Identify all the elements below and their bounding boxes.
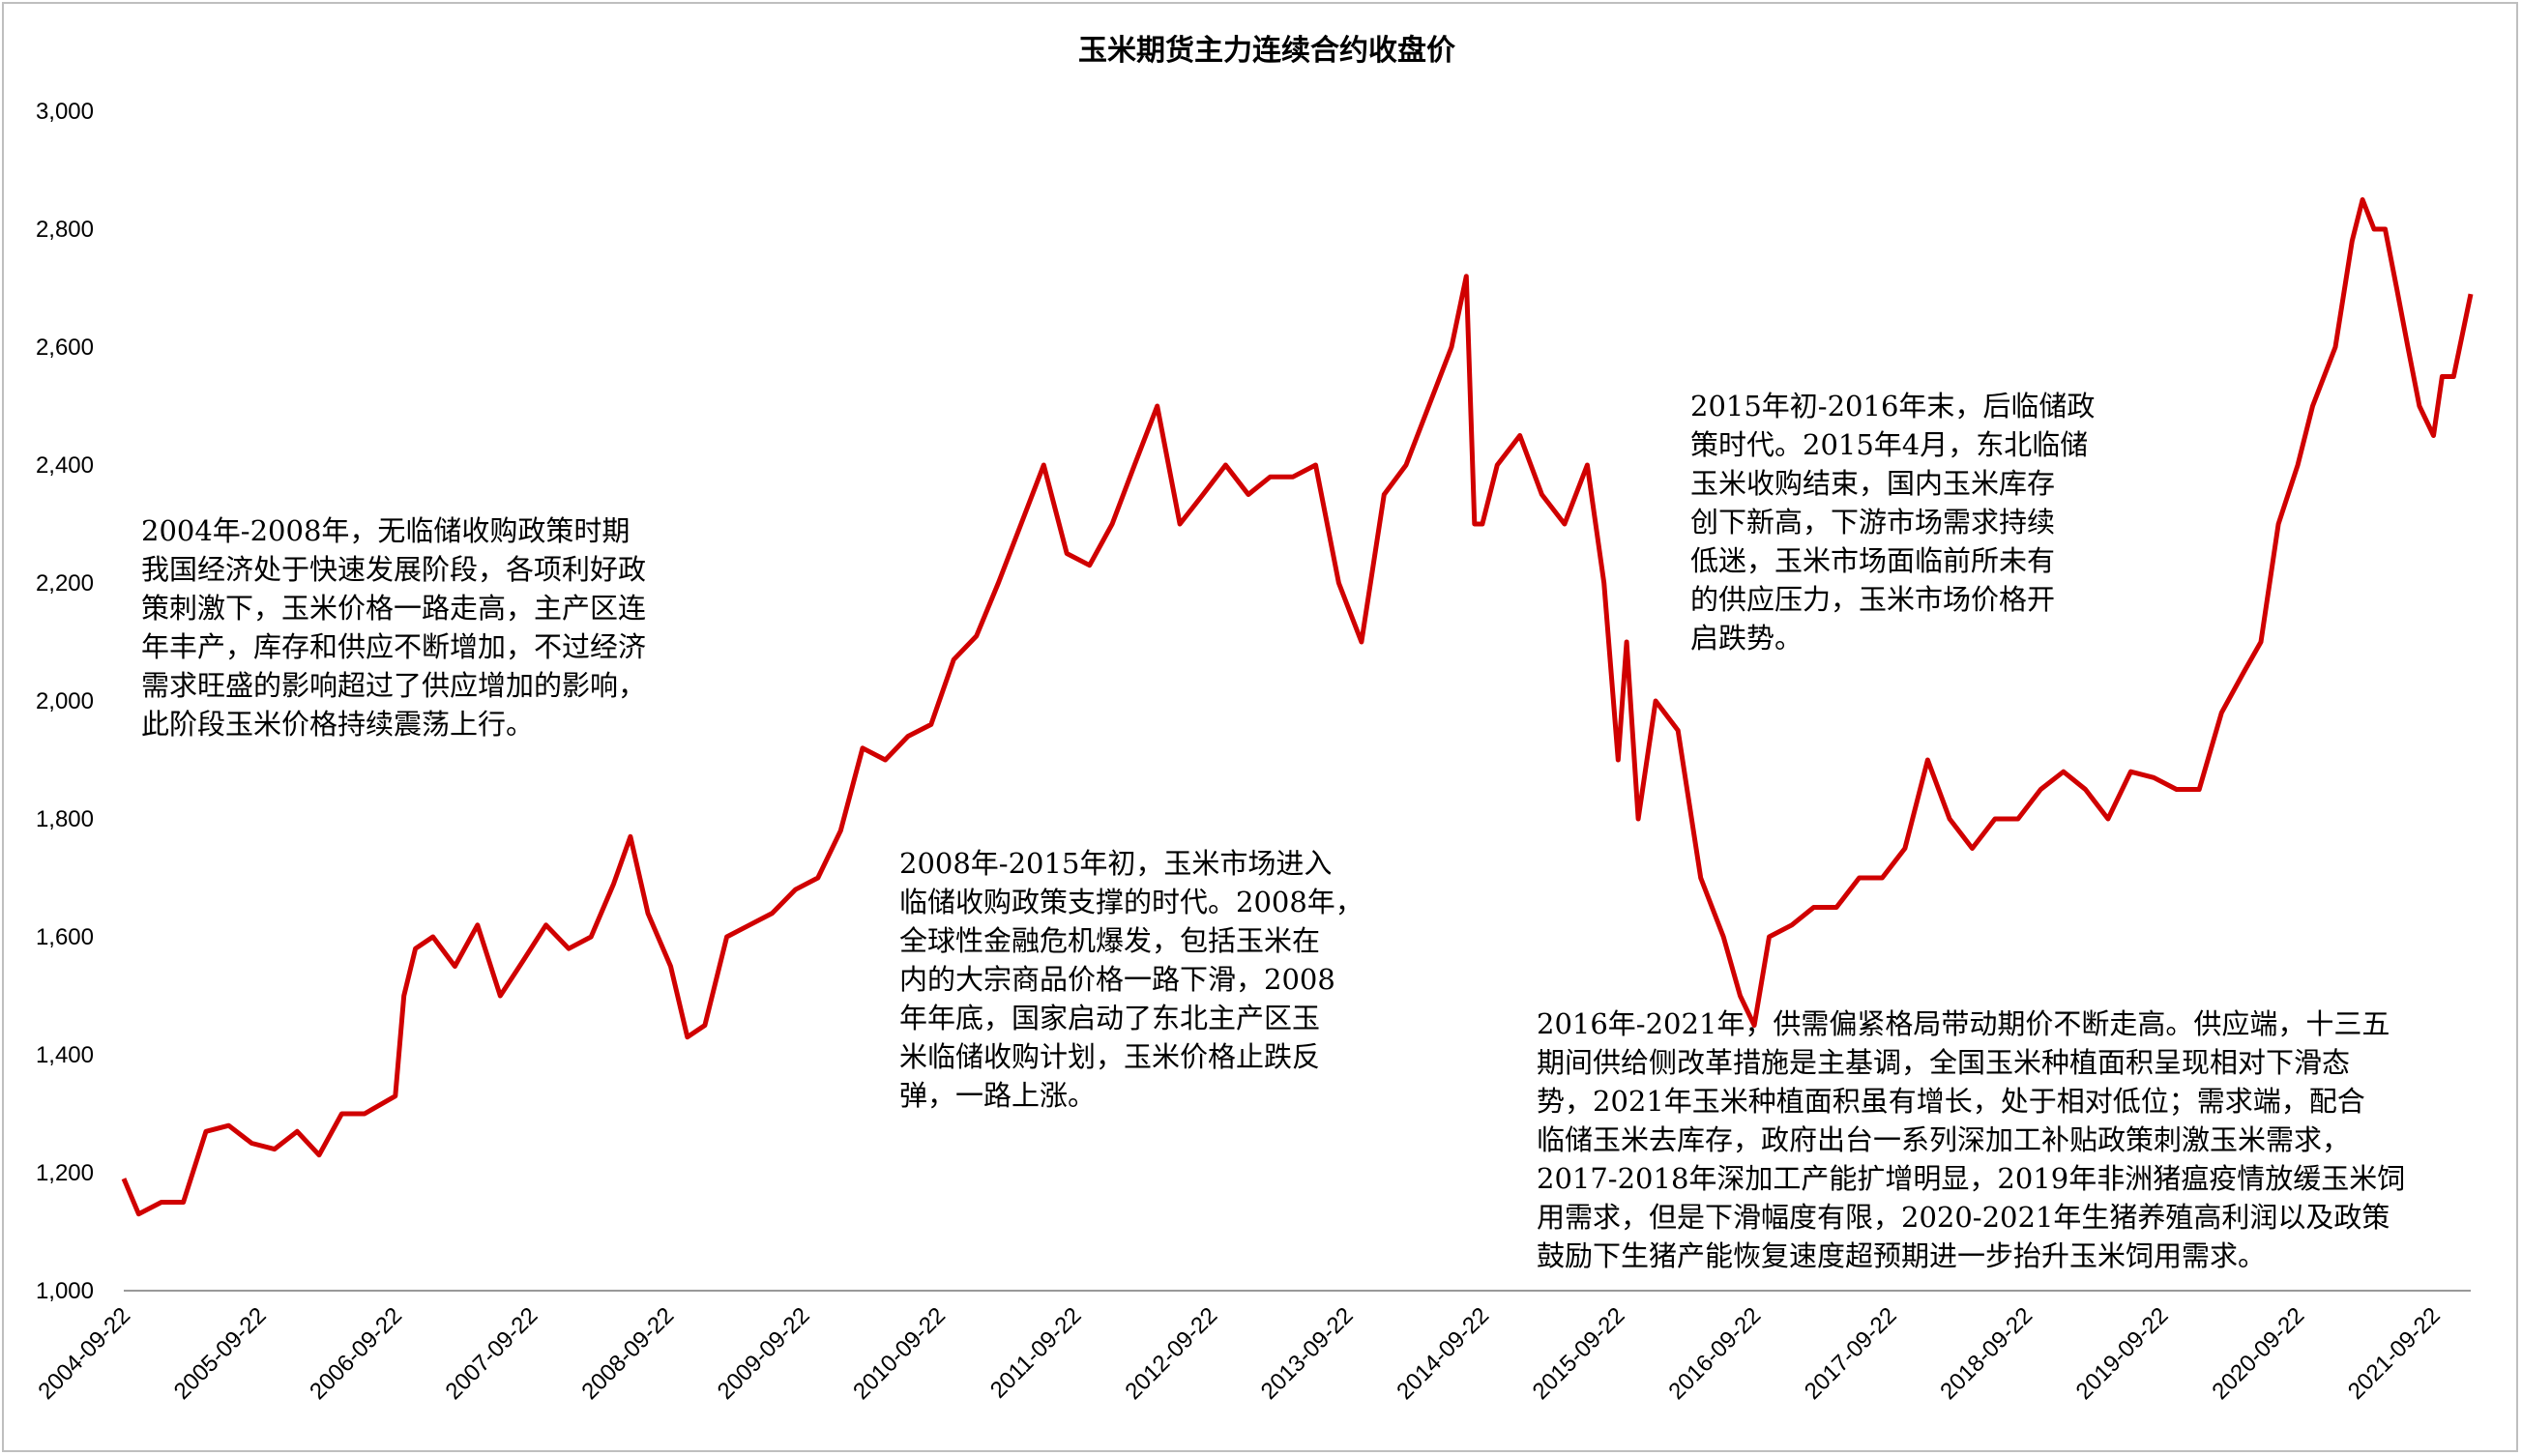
x-tick-label: 2007-09-22 — [441, 1302, 543, 1405]
x-tick-label: 2009-09-22 — [713, 1302, 815, 1405]
x-tick-label: 2015-09-22 — [1528, 1302, 1630, 1405]
annotation-line: 2016年-2021年，供需偏紧格局带动期价不断走高。供应端，十三五 — [1537, 1007, 2390, 1040]
annotation-line: 的供应压力，玉米市场价格开 — [1690, 583, 2056, 616]
annotation-line: 需求旺盛的影响超过了供应增加的影响， — [141, 669, 647, 702]
annotation-line: 势，2021年玉米种植面积虽有增长，处于相对低位；需求端，配合 — [1537, 1085, 2365, 1118]
annotation-line: 策刺激下，玉米价格一路走高，主产区连 — [141, 592, 647, 625]
y-tick-label: 1,400 — [36, 1042, 94, 1068]
x-tick-label: 2006-09-22 — [305, 1302, 407, 1405]
y-tick-label: 3,000 — [36, 99, 94, 125]
annotation-line: 全球性金融危机爆发，包括玉米在 — [899, 924, 1321, 957]
annotation-line: 鼓励下生猪产能恢复速度超预期进一步抬升玉米饲用需求。 — [1537, 1239, 2267, 1272]
x-tick-label: 2004-09-22 — [33, 1302, 135, 1405]
y-tick-label: 1,800 — [36, 806, 94, 832]
y-tick-label: 1,200 — [36, 1160, 94, 1186]
annotation-line: 启跌势。 — [1690, 622, 1804, 655]
x-tick-label: 2013-09-22 — [1256, 1302, 1359, 1405]
x-tick-label: 2021-09-22 — [2343, 1302, 2446, 1405]
annotation-line: 2004年-2008年，无临储收购政策时期 — [141, 514, 630, 547]
annotation-line: 年丰产，库存和供应不断增加，不过经济 — [141, 630, 647, 663]
y-tick-label: 1,000 — [36, 1278, 94, 1304]
annotation-line: 2015年初-2016年末，后临储政 — [1690, 390, 2096, 422]
x-axis-ticks: 2004-09-22 2005-09-22 2006-09-22 2007-09-22… — [33, 1302, 2445, 1405]
x-tick-label: 2018-09-22 — [1935, 1302, 2038, 1405]
annotation-line: 此阶段玉米价格持续震荡上行。 — [141, 708, 535, 741]
annotation-line: 2008年-2015年初，玉米市场进入 — [899, 847, 1333, 880]
annotation-line: 临储收购政策支撑的时代。2008年， — [899, 886, 1364, 918]
annotation-2004-2008: 2004年-2008年，无临储收购政策时期 我国经济处于快速发展阶段，各项利好政策… — [141, 511, 646, 743]
x-tick-label: 2005-09-22 — [169, 1302, 272, 1405]
annotation-line: 临储玉米去库存，政府出台一系列深加工补贴政策刺激玉米需求， — [1537, 1123, 2351, 1156]
x-tick-label: 2012-09-22 — [1120, 1302, 1222, 1405]
y-axis-ticks: 1,000 1,200 1,400 1,600 1,800 2,000 2,200 2,400… — [36, 99, 94, 1304]
annotation-2016-2021: 2016年-2021年，供需偏紧格局带动期价不断走高。供应端，十三五 期间供给侧改… — [1537, 1005, 2405, 1275]
annotation-line: 2017-2018年深加工产能扩增明显，2019年非洲猪瘟疫情放缓玉米饲 — [1537, 1162, 2406, 1195]
annotation-line: 用需求，但是下滑幅度有限，2020-2021年生猪养殖高利润以及政策 — [1537, 1201, 2390, 1234]
y-tick-label: 2,600 — [36, 335, 94, 361]
annotation-2015-2016: 2015年初-2016年末，后临储政 策时代。2015年4月，东北临储 玉米收购结束… — [1690, 387, 2095, 657]
annotation-line: 低迷，玉米市场面临前所未有 — [1690, 544, 2056, 577]
chart-title: 玉米期货主力连续合约收盘价 — [1078, 34, 1455, 68]
annotation-line: 玉米收购结束，国内玉米库存 — [1690, 467, 2056, 500]
y-tick-label: 2,400 — [36, 452, 94, 479]
x-tick-label: 2016-09-22 — [1663, 1302, 1766, 1405]
annotation-line: 策时代。2015年4月，东北临储 — [1690, 428, 2089, 461]
annotation-line: 创下新高，下游市场需求持续 — [1690, 506, 2056, 539]
y-tick-label: 2,000 — [36, 688, 94, 714]
y-tick-label: 1,600 — [36, 924, 94, 950]
x-tick-label: 2011-09-22 — [985, 1302, 1087, 1404]
y-tick-label: 2,800 — [36, 217, 94, 243]
annotation-line: 年年底，国家启动了东北主产区玉 — [899, 1002, 1321, 1034]
x-tick-label: 2014-09-22 — [1392, 1302, 1494, 1405]
x-tick-label: 2019-09-22 — [2071, 1302, 2174, 1405]
price-series-line — [121, 197, 2474, 1217]
annotation-2008-2015: 2008年-2015年初，玉米市场进入 临储收购政策支撑的时代。2008年， 全球性… — [899, 844, 1364, 1115]
x-tick-label: 2017-09-22 — [1800, 1302, 1902, 1405]
y-tick-label: 2,200 — [36, 570, 94, 597]
annotation-line: 弹，一路上涨。 — [899, 1079, 1097, 1112]
annotation-line: 期间供给侧改革措施是主基调，全国玉米种植面积呈现相对下滑态 — [1537, 1046, 2351, 1079]
annotation-line: 我国经济处于快速发展阶段，各项利好政 — [141, 553, 647, 586]
annotation-line: 米临储收购计划，玉米价格止跌反 — [899, 1040, 1321, 1073]
x-tick-label: 2010-09-22 — [848, 1302, 951, 1405]
x-tick-label: 2008-09-22 — [576, 1302, 679, 1405]
annotation-line: 内的大宗商品价格一路下滑，2008 — [899, 963, 1335, 996]
x-tick-label: 2020-09-22 — [2207, 1302, 2309, 1405]
